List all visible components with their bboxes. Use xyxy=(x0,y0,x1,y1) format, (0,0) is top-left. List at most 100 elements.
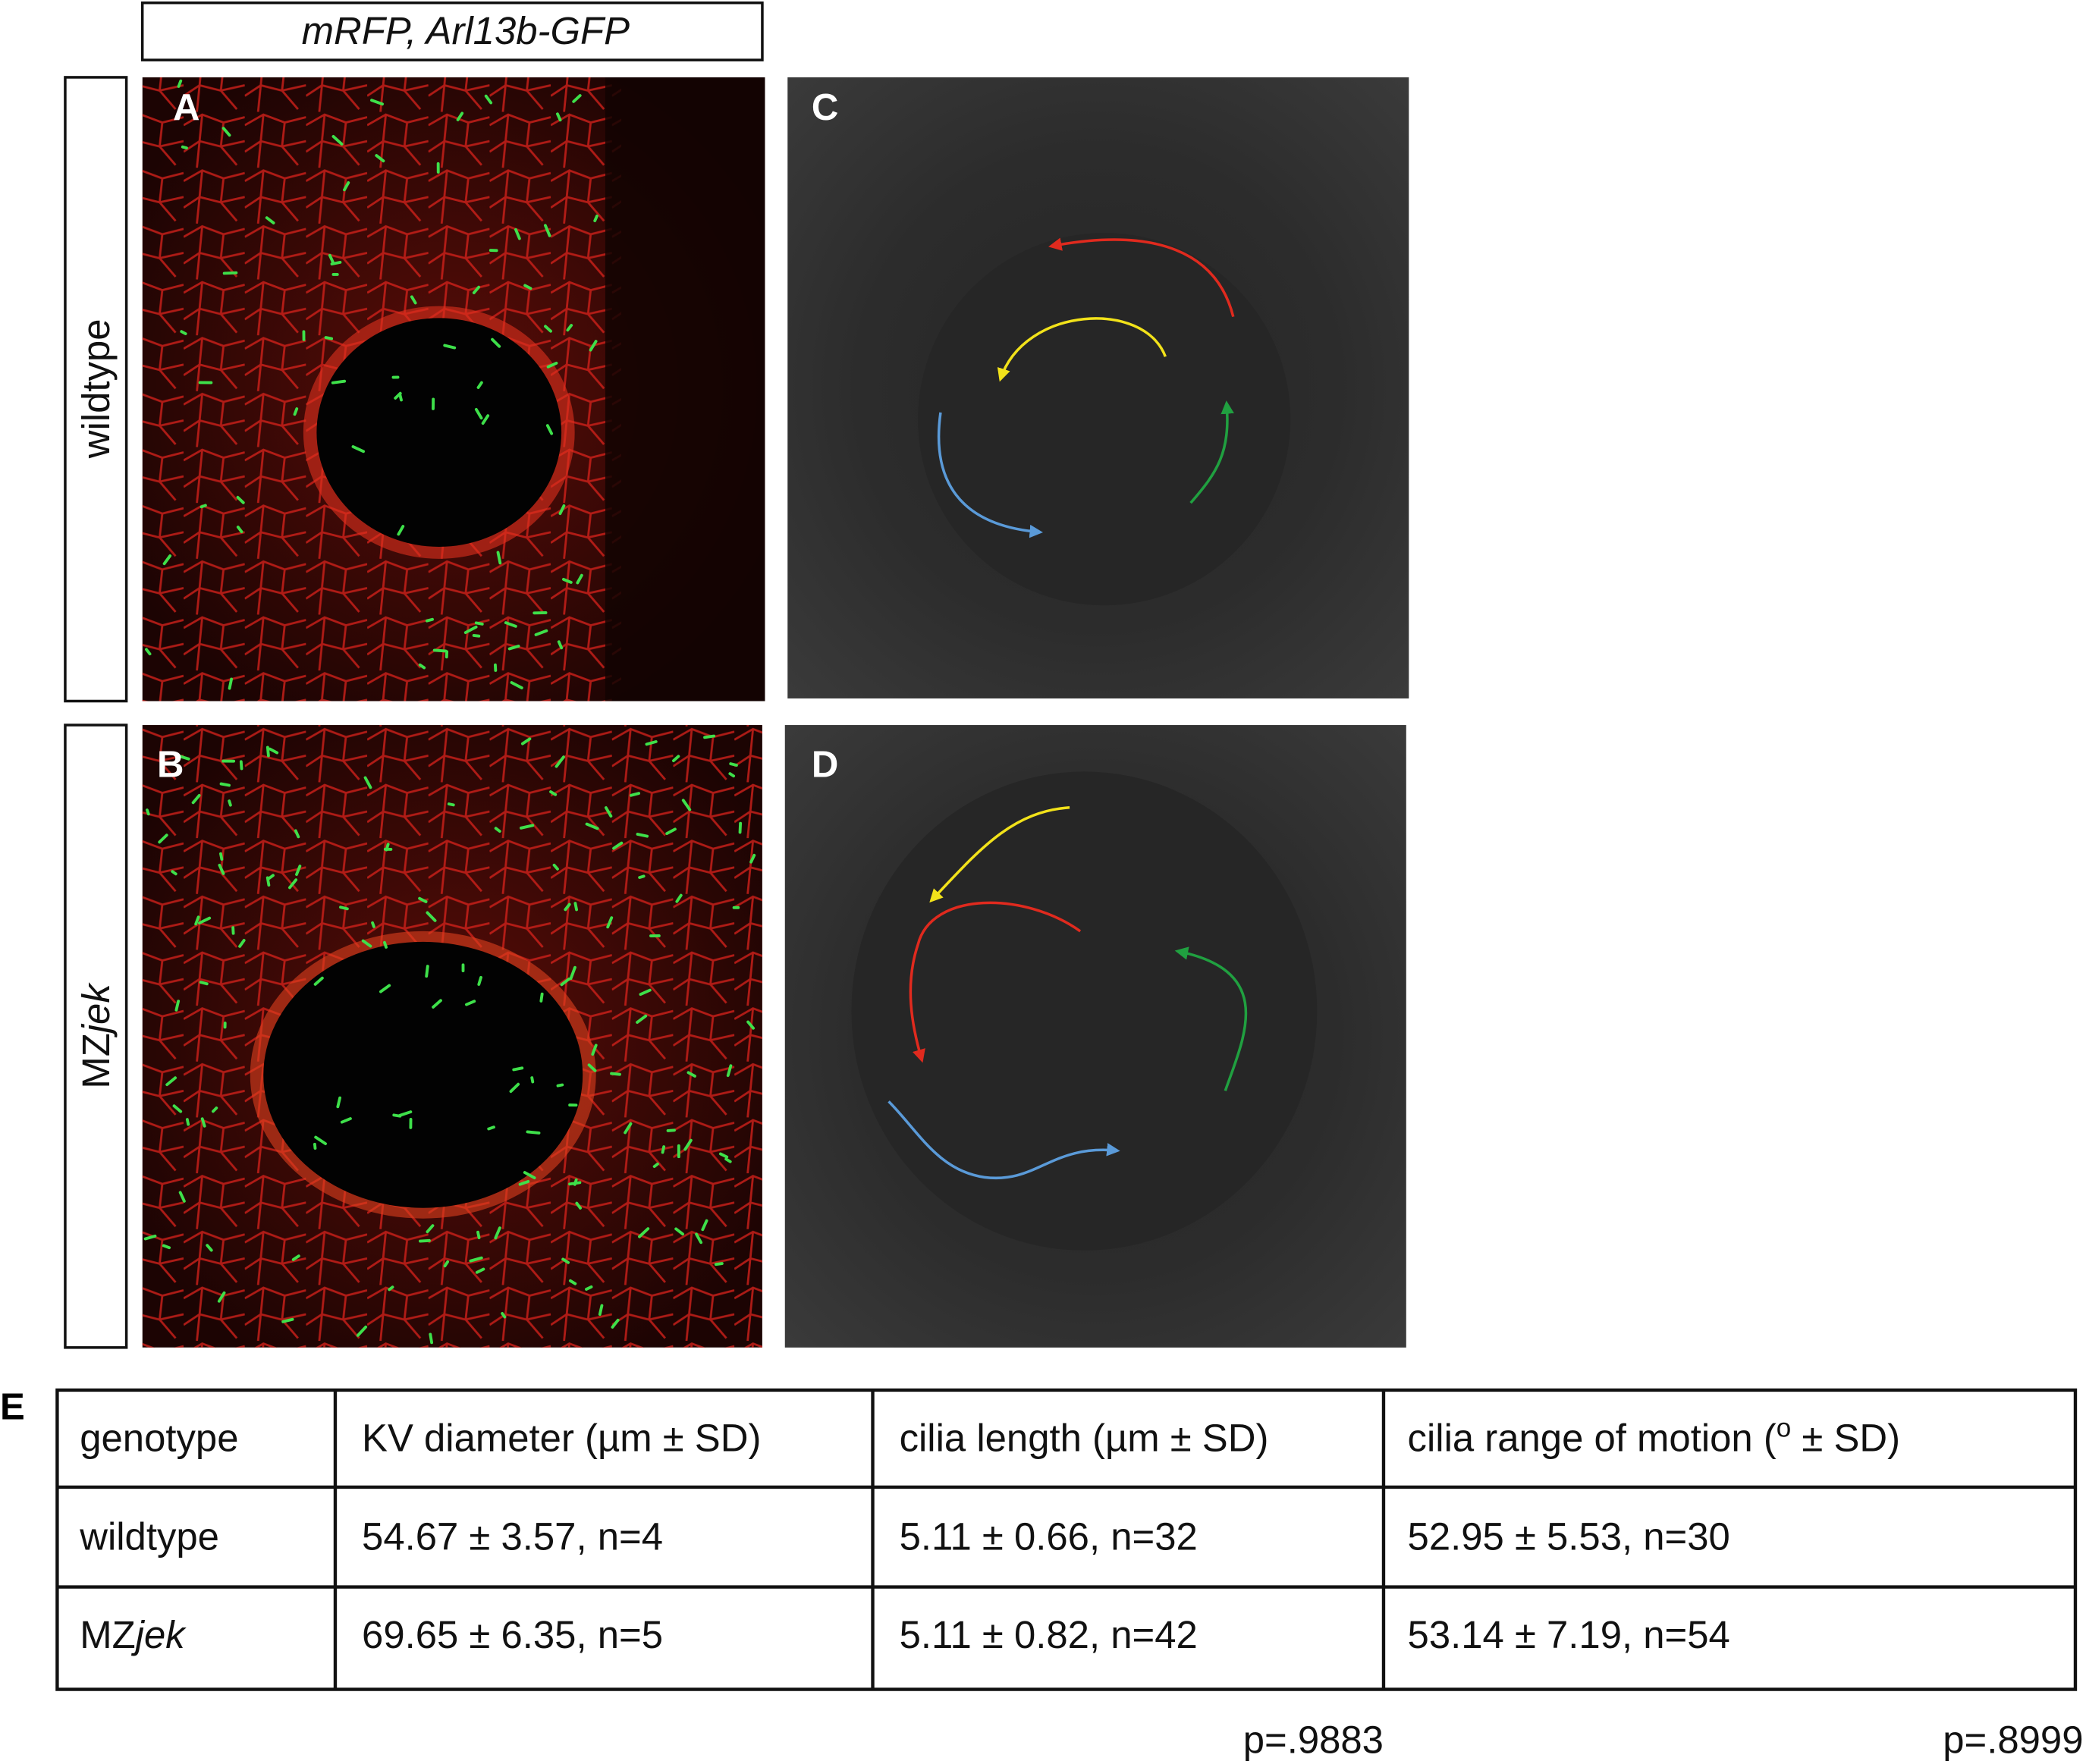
cilium xyxy=(718,1152,729,1159)
cilium xyxy=(573,902,579,912)
cilium xyxy=(624,1122,633,1135)
micrograph xyxy=(142,77,765,702)
cilium xyxy=(162,554,172,566)
cilium xyxy=(171,870,177,876)
cilium xyxy=(146,808,150,816)
cilium xyxy=(328,253,335,264)
cilium xyxy=(228,799,232,807)
cilium xyxy=(543,224,551,237)
cilium xyxy=(392,1113,402,1118)
p-value-text: p=.9883 xyxy=(1243,1718,1384,1762)
cilium xyxy=(331,379,347,385)
panel-letter: A xyxy=(173,87,199,128)
cilium xyxy=(351,445,366,454)
cilium xyxy=(162,1244,171,1250)
cilium xyxy=(172,1104,183,1113)
cilium xyxy=(686,1071,696,1078)
cilium xyxy=(185,1118,190,1126)
cilium xyxy=(371,921,375,928)
cilium xyxy=(636,1014,648,1024)
cilium xyxy=(476,1230,481,1240)
header-label: mRFP, Arl13b-GFP xyxy=(302,9,630,52)
panel-letter: E xyxy=(0,1387,25,1428)
table-cell: MZjek xyxy=(80,1613,187,1656)
cilium xyxy=(674,1227,684,1236)
cilium xyxy=(665,827,677,835)
cilium xyxy=(560,977,571,987)
cilium xyxy=(544,325,552,333)
cilium xyxy=(291,1254,300,1261)
table-cell: 5.11 ± 0.66, n=32 xyxy=(900,1514,1198,1558)
row-label-box xyxy=(64,723,128,1349)
table-cell-text: 52.95 ± 5.53, n=30 xyxy=(1408,1514,1730,1558)
cilium xyxy=(463,625,478,635)
cilium xyxy=(518,1179,530,1186)
cilium xyxy=(726,1064,733,1078)
cilium xyxy=(523,284,532,290)
cilium xyxy=(472,285,481,294)
cilium xyxy=(474,407,483,420)
cilium xyxy=(265,876,271,887)
row-label: MZjek xyxy=(74,982,118,1089)
cilium xyxy=(218,863,225,875)
table-cell-text: 5.11 ± 0.66, n=32 xyxy=(900,1514,1198,1558)
cilium xyxy=(145,648,152,656)
table-cell-text: 53.14 ± 7.19, n=54 xyxy=(1408,1613,1730,1656)
table-cell: 54.67 ± 3.57, n=4 xyxy=(362,1514,663,1558)
panel-letter: D xyxy=(812,744,838,785)
cilium xyxy=(370,99,384,106)
table-cell-text: ± SD) xyxy=(1791,1417,1900,1460)
cilium xyxy=(501,1311,507,1319)
cilium xyxy=(666,1128,676,1132)
cilium xyxy=(178,755,190,761)
cilium xyxy=(432,648,448,653)
cilium xyxy=(612,841,624,850)
cilium xyxy=(728,772,736,778)
cilium xyxy=(675,893,683,903)
cilium xyxy=(180,330,187,335)
brightfield xyxy=(787,77,1409,698)
cilium xyxy=(383,940,388,949)
row-label-text: wildtype xyxy=(74,319,118,459)
cilium xyxy=(295,865,302,877)
cilium xyxy=(610,1072,621,1076)
cilium xyxy=(313,976,324,986)
cilium xyxy=(568,1279,577,1285)
cilium xyxy=(661,1145,666,1154)
cilium xyxy=(221,127,231,137)
cilium xyxy=(194,915,200,926)
cilium xyxy=(356,1325,368,1337)
cilium xyxy=(268,747,279,755)
cilium xyxy=(554,755,565,768)
cilium xyxy=(191,793,201,805)
cilium xyxy=(585,1285,593,1291)
cilium xyxy=(576,573,583,585)
cilium xyxy=(509,1082,520,1094)
cilium xyxy=(265,216,275,224)
table-cell: cilia range of motion (o ± SD) xyxy=(1408,1413,1901,1460)
cilium xyxy=(564,902,571,912)
cilium xyxy=(199,981,209,986)
table-cell: cilia length (µm ± SD) xyxy=(900,1417,1269,1460)
cilium xyxy=(703,734,716,739)
cilium xyxy=(443,1260,450,1268)
cilium xyxy=(426,911,437,922)
cilium xyxy=(724,1157,732,1163)
cilium xyxy=(199,504,207,509)
cilium xyxy=(343,180,350,192)
cilium xyxy=(212,1106,218,1113)
cilium xyxy=(520,824,535,830)
cilium xyxy=(177,79,183,88)
cilium xyxy=(587,1063,597,1072)
cilium xyxy=(425,965,429,978)
cilium xyxy=(556,112,562,122)
cilium xyxy=(465,1000,476,1006)
cilium xyxy=(556,1083,564,1088)
cilium xyxy=(239,760,243,771)
cilium xyxy=(672,755,680,762)
table xyxy=(55,1388,2078,1691)
cilium xyxy=(514,228,521,240)
cilium xyxy=(336,1096,342,1109)
cilium xyxy=(143,1234,157,1241)
cilium xyxy=(375,154,385,163)
